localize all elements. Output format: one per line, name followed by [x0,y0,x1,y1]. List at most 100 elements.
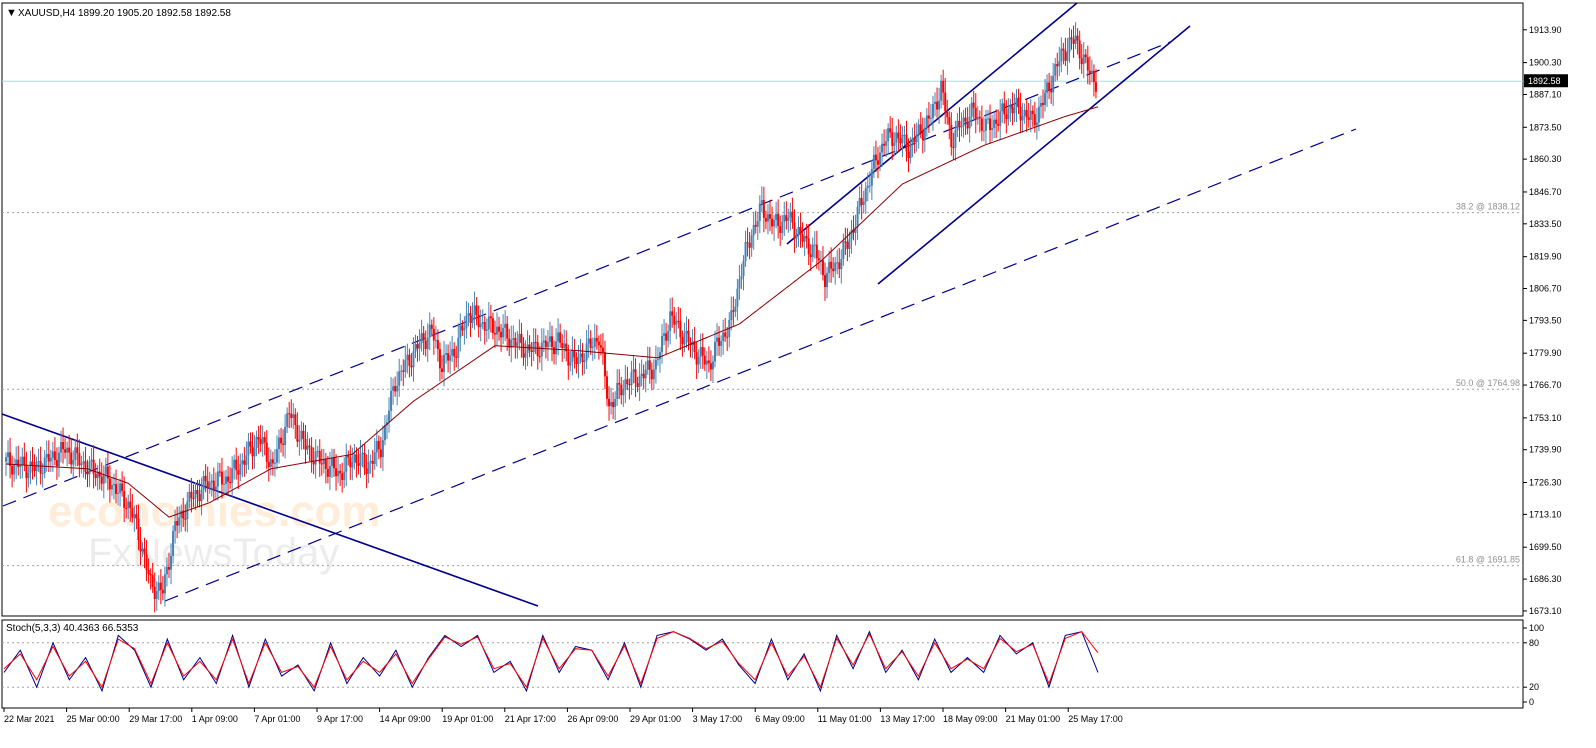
candle-body [530,350,533,353]
candle-body [33,465,36,471]
candle-body [591,346,594,348]
candle-body [999,111,1002,126]
candle-body [17,459,20,467]
candle-body [978,116,981,119]
candle-body [720,341,723,346]
time-axis-label: 25 May 17:00 [1068,714,1123,724]
candle-body [760,200,763,204]
candle-body [646,360,649,370]
candle-body [202,475,205,490]
candle-body [286,413,289,428]
candle-body [1064,50,1067,61]
candle-body [901,134,904,144]
candle-body [616,382,619,400]
candle-body [430,324,433,329]
candle-body [832,268,835,272]
candle-body [388,410,391,423]
candle-body [13,464,16,475]
candle-body [328,465,331,477]
candle-body [803,235,806,242]
candle-body [569,361,572,366]
time-axis-label: 19 Apr 01:00 [442,714,493,724]
candle-body [359,453,362,466]
candle-body [367,462,370,474]
price-axis-label: 1766.70 [1529,380,1562,390]
candle-body [595,337,598,342]
candle-body [601,347,604,353]
candle-body [298,439,301,442]
candle-body [66,447,69,453]
candle-body [35,462,38,471]
candle-body [502,327,505,338]
candle-body [479,323,482,328]
candle-body [1078,40,1081,59]
candle-body [292,414,295,418]
candle-body [304,438,307,450]
candle-body [771,218,774,227]
candle-body [907,151,910,159]
candle-body [976,116,979,120]
candle-body [57,452,60,467]
candle-body [677,320,680,322]
candle-body [269,459,272,468]
candle-body [373,452,376,465]
candle-body [432,328,435,341]
candle-body [467,313,470,316]
candle-body [730,310,733,320]
candle-body [675,320,678,325]
price-axis-label: 1887.10 [1529,89,1562,99]
candle-body [333,457,336,469]
candle-body [581,353,584,363]
candle-body [648,360,651,370]
candle-body [463,328,466,331]
candle-body [703,355,706,365]
candle-body [958,120,961,128]
price-axis-label: 1699.50 [1529,542,1562,552]
candle-body [455,356,458,358]
candle-body [995,119,998,124]
candle-body [626,379,629,385]
candle-body [887,128,890,142]
candle-body [950,124,953,148]
candle-body [347,455,350,458]
candle-body [210,480,213,483]
candle-body [235,459,238,471]
candle-body [316,450,319,452]
candle-body [1037,106,1040,123]
candle-body [294,414,297,426]
candle-body [1084,54,1087,58]
candle-body [866,185,869,189]
candle-body [874,154,877,161]
candle-body [872,154,875,169]
candle-body [361,452,364,454]
candle-body [766,214,769,222]
candle-body [925,115,928,128]
candle-body [881,143,884,153]
candle-body [1035,122,1038,126]
candle-body [125,507,128,509]
candle-body [559,332,562,343]
candle-body [656,359,659,361]
candle-body [608,398,611,407]
candle-body [15,459,18,465]
candle-body [828,261,831,273]
candle-body [1041,102,1044,105]
candle-body [98,471,101,477]
price-axis-label: 1833.50 [1529,219,1562,229]
time-axis-label: 25 Mar 00:00 [67,714,120,724]
candle-body [39,461,42,474]
candle-body [1031,110,1034,115]
candle-body [312,461,315,465]
fib-level-label: 61.8 @ 1691.85 [1456,555,1520,565]
candle-body [934,101,937,104]
candle-body [524,353,527,358]
candle-body [257,436,260,440]
candle-body [273,462,276,464]
candle-body [716,337,719,342]
candle-body [781,221,784,233]
candle-body [807,238,810,255]
time-axis-label: 29 Mar 17:00 [129,714,182,724]
candle-body [764,217,767,222]
candle-body [410,365,413,368]
